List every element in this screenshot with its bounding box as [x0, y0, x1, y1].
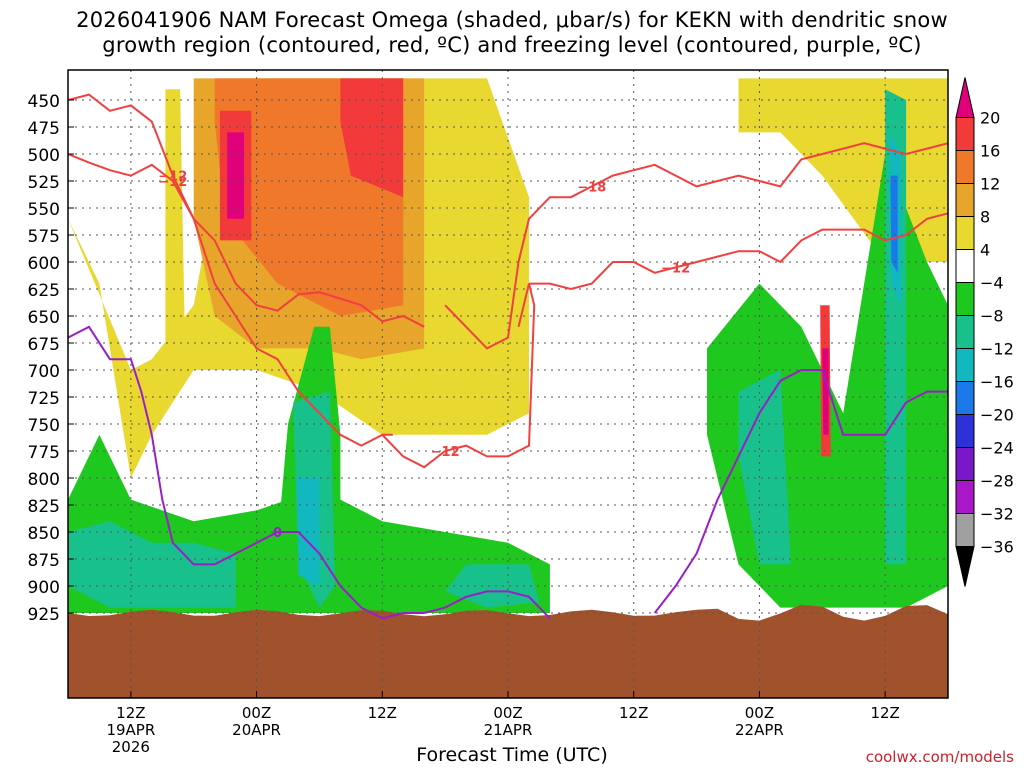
x-tick-label-18-0: 00Z [242, 704, 271, 722]
colorbar-swatch-1 [955, 117, 975, 151]
colorbar-label-8: −16 [980, 373, 1014, 392]
colorbar-label-10: −24 [980, 439, 1014, 458]
x-tick-label-6-1: 19APR [106, 721, 155, 739]
freezing-level-label-0: 0 [273, 526, 282, 541]
chart-title-line-1: 2026041906 NAM Forecast Omega (shaded, μ… [76, 8, 948, 32]
y-tick-label-450: 450 [28, 92, 60, 112]
colorbar-swatch-9 [955, 381, 975, 415]
snow-growth-label-3: −18 [577, 180, 606, 195]
y-tick-label-625: 625 [28, 281, 60, 301]
colorbar-swatch-11 [955, 447, 975, 481]
snow-growth-contour-0 [68, 153, 425, 328]
omega-region-19 [890, 175, 898, 273]
credit-text[interactable]: coolwx.com/models [865, 748, 1014, 766]
omega-region-12 [68, 521, 236, 608]
x-tick-label-54-0: 12Z [619, 704, 648, 722]
colorbar-swatch-13 [955, 513, 975, 547]
snow-growth-label-4: −12 [661, 261, 690, 276]
x-tick-label-42-0: 00Z [493, 704, 522, 722]
plot-area: −12−12−12−18−120 [68, 70, 948, 698]
y-tick-label-900: 900 [28, 578, 60, 598]
colorbar-label-5: −4 [980, 274, 1004, 293]
colorbar-label-13: −36 [980, 538, 1014, 557]
colorbar-label-4: 4 [980, 241, 990, 260]
x-tick-label-18-1: 20APR [232, 721, 281, 739]
freezing-level-contour-2 [653, 369, 948, 614]
colorbar-swatch-3 [955, 183, 975, 217]
colorbar-swatch-6 [955, 282, 975, 316]
y-tick-label-550: 550 [28, 200, 60, 220]
y-tick-label-925: 925 [28, 605, 60, 625]
x-tick-label-30-0: 12Z [368, 704, 397, 722]
x-axis-title: Forecast Time (UTC) [416, 744, 608, 766]
omega-shading [68, 78, 948, 613]
colorbar-label-6: −8 [980, 307, 1004, 326]
omega-region-6 [227, 132, 244, 219]
colorbar-swatch-10 [955, 414, 975, 448]
y-tick-label-600: 600 [28, 254, 60, 274]
omega-region-21 [822, 348, 829, 435]
colorbar-label-9: −20 [980, 406, 1014, 425]
y-tick-label-725: 725 [28, 389, 60, 409]
chart-title-line-2: growth region (contoured, red, ºC) and f… [102, 33, 922, 57]
colorbar-label-7: −12 [980, 340, 1014, 359]
omega-region-4 [340, 78, 404, 198]
y-tick-label-525: 525 [28, 173, 60, 193]
x-tick-label-6-2: 2026 [112, 738, 150, 756]
y-tick-label-850: 850 [28, 524, 60, 544]
y-tick-label-650: 650 [28, 308, 60, 328]
colorbar: 20 16 12 8 4 −4 −8 −12 −16 −20 −24 −28 −32 −36 [955, 77, 1014, 587]
colorbar-swatch-2 [955, 150, 975, 184]
omega-region-1 [165, 89, 186, 360]
colorbar-label-0: 20 [980, 109, 1000, 128]
x-tick-label-6-0: 12Z [116, 704, 145, 722]
x-tick-label-66-1: 22APR [735, 721, 784, 739]
colorbar-swatch-8 [955, 348, 975, 382]
freezing-level-contour-0 [68, 325, 425, 620]
colorbar-label-12: −32 [980, 505, 1014, 524]
colorbar-label-2: 12 [980, 175, 1000, 194]
y-tick-label-775: 775 [28, 443, 60, 463]
colorbar-label-11: −28 [980, 472, 1014, 491]
snow-growth-contour-1 [68, 93, 393, 447]
snow-growth-label-0: −12 [158, 175, 187, 190]
y-tick-label-500: 500 [28, 146, 60, 166]
x-tick-label-66-0: 00Z [745, 704, 774, 722]
colorbar-swatch-7 [955, 315, 975, 349]
snow-growth-contour-2 [381, 283, 536, 469]
y-tick-label-825: 825 [28, 497, 60, 517]
freezing-level-contour-1 [423, 590, 551, 620]
y-tick-label-700: 700 [28, 362, 60, 382]
contours: −12−12−12−18−120 [68, 93, 948, 620]
y-tick-label-875: 875 [28, 551, 60, 571]
y-tick-label-675: 675 [28, 335, 60, 355]
y-tick-label-475: 475 [28, 119, 60, 139]
snow-growth-label-1: −12 [158, 170, 187, 185]
colorbar-swatch-12 [955, 480, 975, 514]
omega-region-15 [738, 370, 791, 565]
snow-growth-label-2: −12 [431, 445, 460, 460]
snow-growth-contour-4 [529, 212, 948, 291]
y-tick-label-750: 750 [28, 416, 60, 436]
x-tick-label-42-1: 21APR [484, 721, 533, 739]
colorbar-swatch-5 [955, 249, 975, 283]
chart-title: 2026041906 NAM Forecast Omega (shaded, μ… [0, 8, 1024, 58]
colorbar-swatch-4 [955, 216, 975, 250]
x-tick-label-78-0: 12Z [870, 704, 899, 722]
y-axis: 450 475 500 525 550 575 600 625 650 675 700 725 750 7… [28, 92, 74, 625]
y-tick-label-800: 800 [28, 470, 60, 490]
colorbar-top-arrow [955, 77, 975, 118]
colorbar-label-1: 16 [980, 142, 1000, 161]
snow-growth-contour-3 [444, 142, 948, 350]
y-tick-label-575: 575 [28, 227, 60, 247]
colorbar-label-3: 8 [980, 208, 990, 227]
colorbar-bottom-arrow [955, 546, 975, 587]
